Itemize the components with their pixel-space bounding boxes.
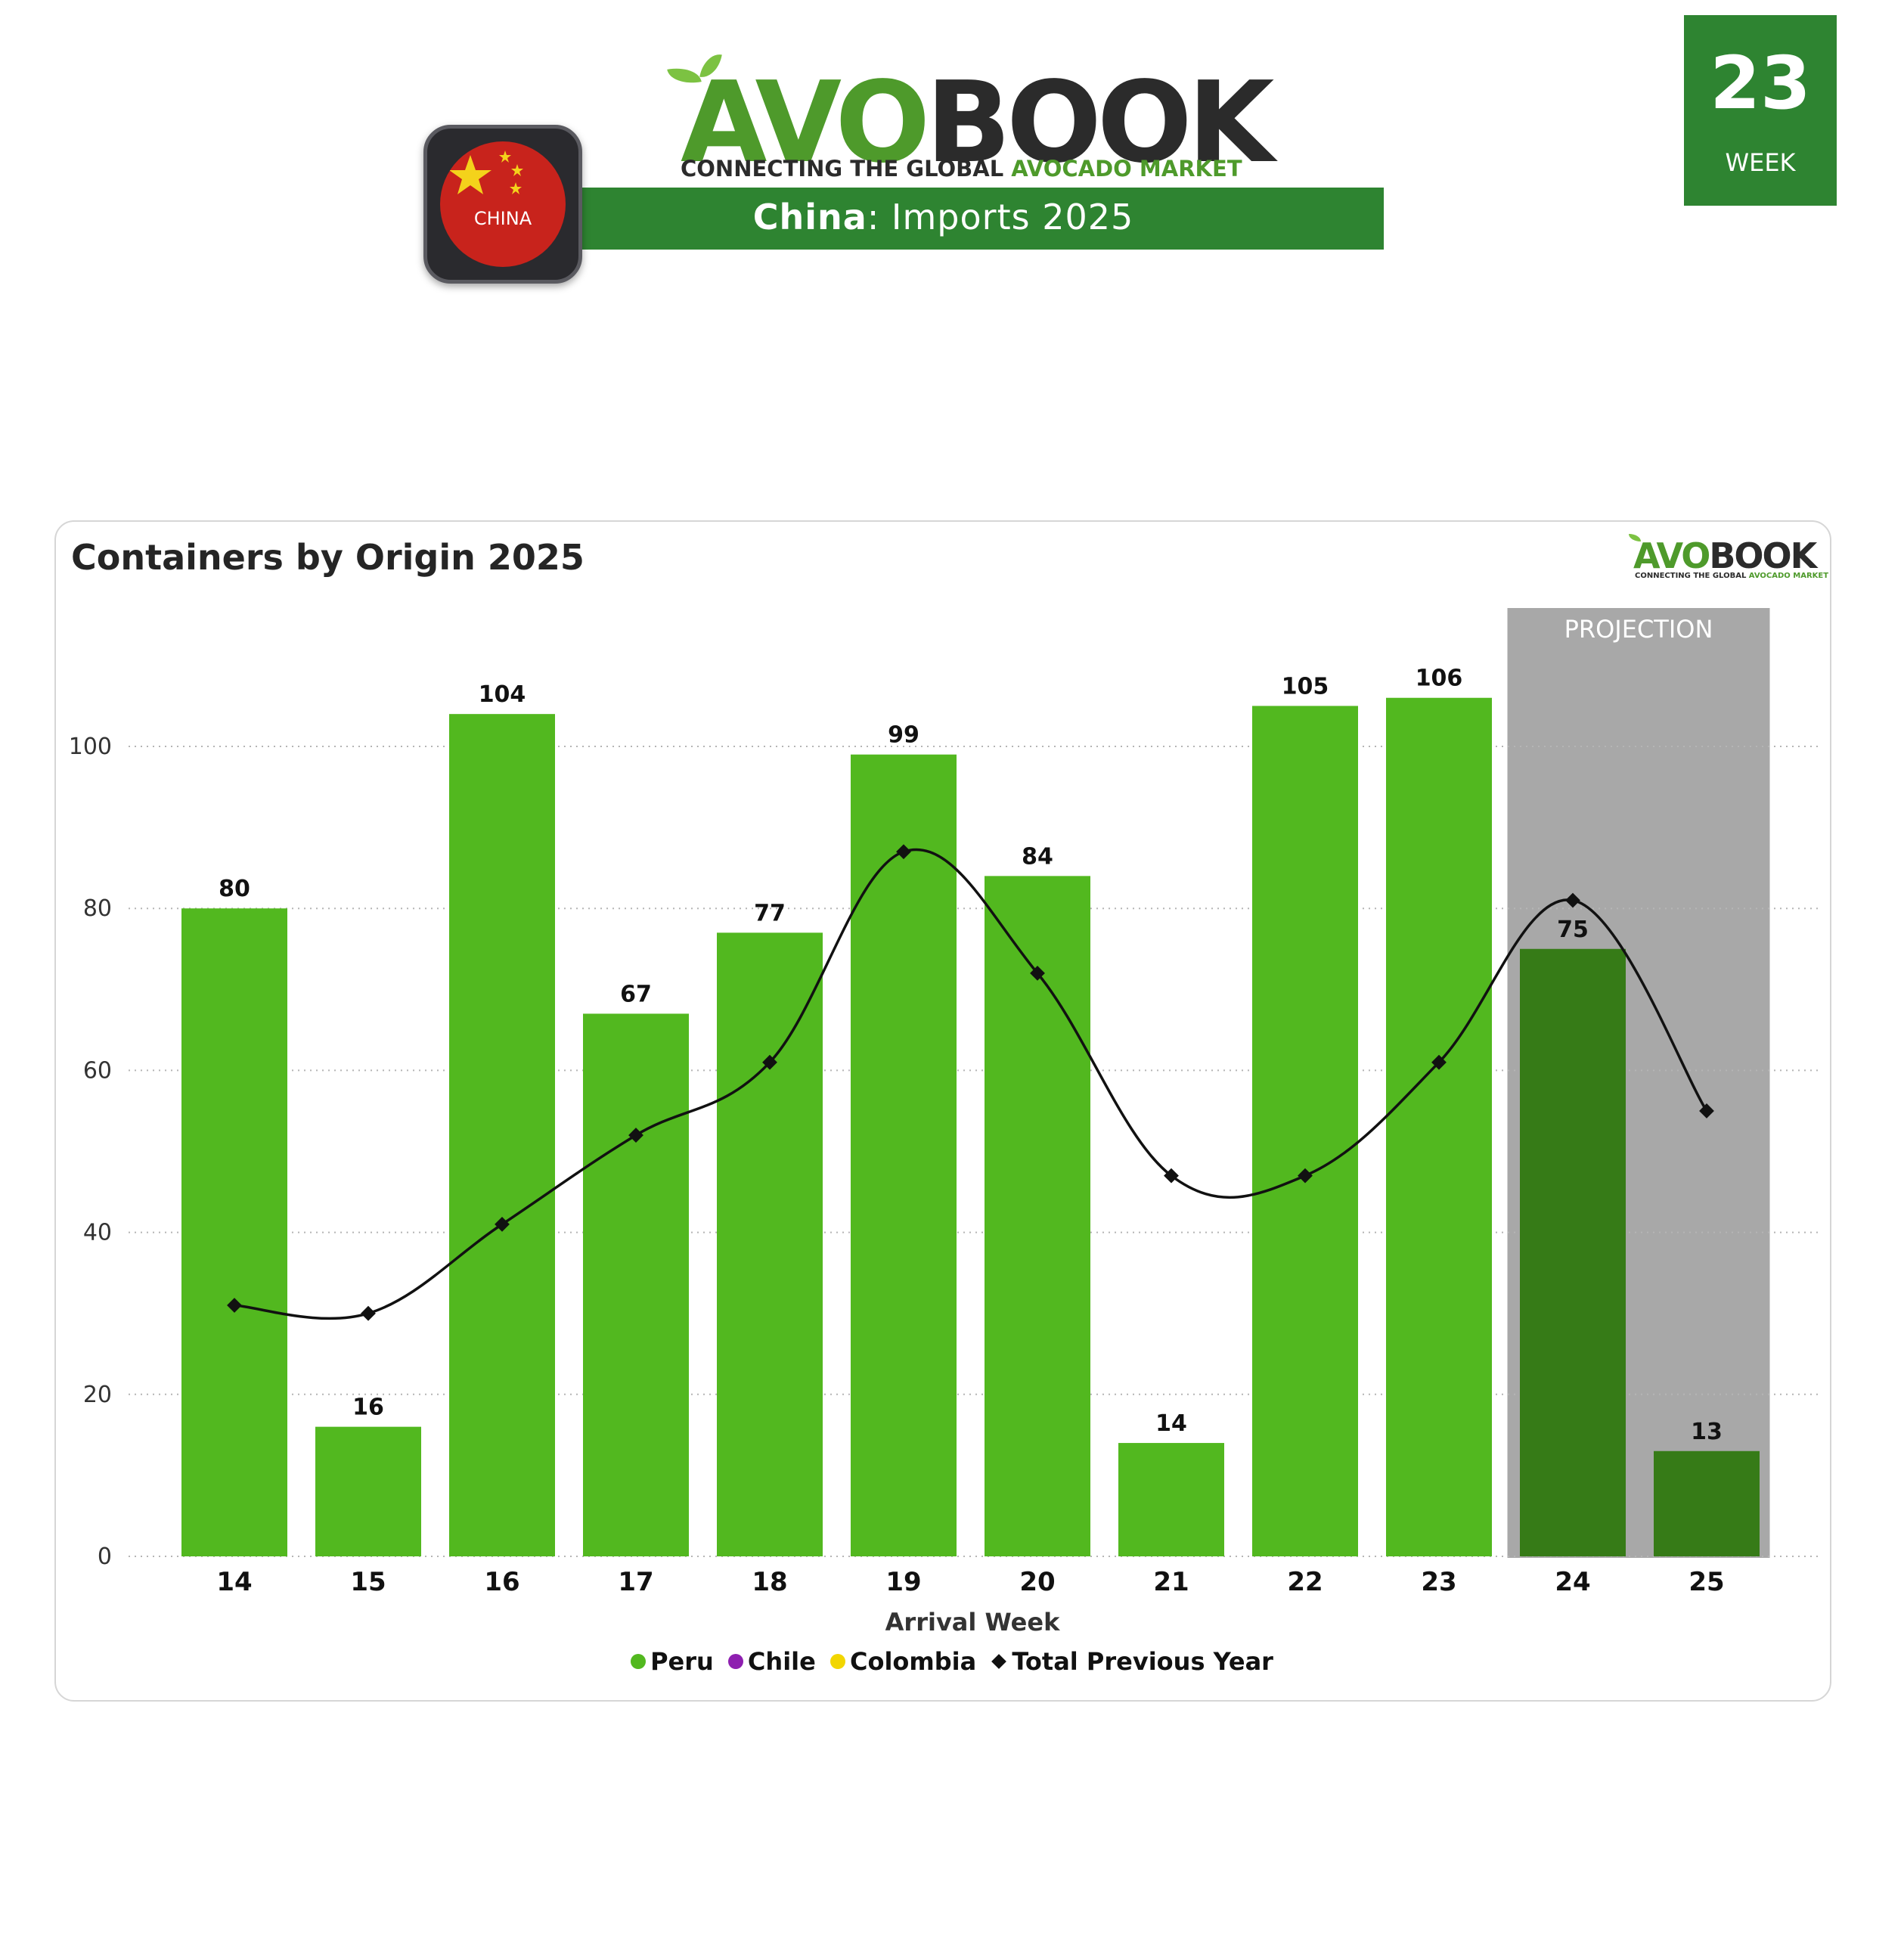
- line-marker: [628, 1128, 643, 1143]
- data-label: 105: [1282, 673, 1329, 700]
- line-marker: [1164, 1168, 1179, 1184]
- bar-peru: [181, 908, 287, 1556]
- data-label: 16: [352, 1395, 384, 1421]
- y-tick-label: 0: [98, 1544, 112, 1570]
- leaf-icon: [1629, 534, 1641, 541]
- y-tick-label: 20: [83, 1382, 112, 1408]
- data-label: 67: [620, 981, 652, 1007]
- data-label: 99: [888, 722, 919, 749]
- bar-peru: [985, 876, 1090, 1556]
- y-tick-label: 40: [83, 1220, 112, 1246]
- legend-swatch: [727, 1654, 743, 1669]
- x-tick-label: 20: [1019, 1567, 1055, 1597]
- x-tick-label: 24: [1555, 1567, 1590, 1597]
- bar-peru: [1654, 1450, 1760, 1556]
- logo-tagline: CONNECTING THE GLOBAL AVOCADO MARKET: [681, 156, 1242, 182]
- x-tick-label: 19: [885, 1567, 921, 1597]
- x-tick-label: 22: [1287, 1567, 1323, 1597]
- x-tick-label: 14: [216, 1567, 252, 1597]
- logo-wordmark: AVOBOOK: [681, 57, 1274, 188]
- bar-peru: [851, 754, 957, 1557]
- avobook-logo: AVOBOOK CONNECTING THE GLOBAL AVOCADO MA…: [658, 45, 1274, 189]
- bar-peru: [1252, 706, 1358, 1557]
- title-banner: China: Imports 2025: [503, 188, 1384, 250]
- line-marker: [1699, 1103, 1714, 1118]
- bar-peru: [315, 1426, 421, 1556]
- bar-peru: [717, 932, 823, 1556]
- x-axis-label: Arrival Week: [885, 1608, 1060, 1637]
- country-flag-badge: CHINA: [423, 125, 582, 284]
- data-label: 77: [754, 900, 786, 926]
- x-tick-label: 21: [1153, 1567, 1189, 1597]
- data-label: 106: [1416, 666, 1463, 692]
- bar-peru: [1520, 948, 1626, 1556]
- line-marker: [1030, 965, 1045, 981]
- line-marker: [762, 1054, 777, 1070]
- legend-item-peru[interactable]: Peru: [631, 1647, 714, 1676]
- legend-item-total-previous-year[interactable]: Total Previous Year: [991, 1647, 1273, 1676]
- x-tick-label: 18: [752, 1567, 787, 1597]
- y-tick-label: 80: [83, 895, 112, 922]
- legend-swatch: [991, 1654, 1007, 1669]
- line-marker: [495, 1216, 510, 1232]
- legend-item-chile[interactable]: Chile: [727, 1647, 816, 1676]
- line-marker: [1431, 1054, 1447, 1070]
- data-label: 104: [479, 681, 526, 708]
- chart-title: Containers by Origin 2025: [71, 537, 585, 578]
- y-tick-label: 60: [83, 1057, 112, 1084]
- data-label: 75: [1557, 917, 1589, 943]
- line-marker: [1298, 1168, 1313, 1184]
- mini-logo-wordmark: AVOBOOK: [1633, 535, 1817, 576]
- legend-swatch: [830, 1654, 845, 1669]
- page-title: China: Imports 2025: [752, 197, 1134, 237]
- chart-avobook-logo: AVOBOOK CONNECTING THE GLOBAL AVOCADO MA…: [1627, 534, 1828, 584]
- data-label: 14: [1155, 1410, 1187, 1437]
- x-tick-label: 16: [484, 1567, 519, 1597]
- x-tick-label: 15: [350, 1567, 386, 1597]
- legend-swatch: [631, 1654, 647, 1669]
- flag-country-label: CHINA: [473, 208, 532, 229]
- line-marker: [227, 1298, 242, 1313]
- x-tick-label: 17: [618, 1567, 653, 1597]
- legend-item-colombia[interactable]: Colombia: [830, 1647, 976, 1676]
- chart-legend: Peru Chile Colombia Total Previous Year: [0, 1647, 1904, 1676]
- line-marker: [1565, 892, 1580, 908]
- mini-logo-tagline: CONNECTING THE GLOBAL AVOCADO MARKET: [1635, 572, 1829, 580]
- y-tick-label: 100: [69, 734, 112, 760]
- week-number: 23: [1710, 41, 1811, 126]
- week-label: WEEK: [1725, 148, 1796, 177]
- china-flag-icon: CHINA: [440, 141, 566, 267]
- x-tick-label: 25: [1688, 1567, 1724, 1597]
- bar-peru: [583, 1013, 689, 1556]
- bar-peru: [1118, 1443, 1224, 1556]
- data-label: 13: [1691, 1419, 1723, 1445]
- x-tick-label: 23: [1421, 1567, 1456, 1597]
- bar-peru: [1386, 697, 1492, 1556]
- bar-peru: [449, 714, 555, 1557]
- line-marker: [361, 1305, 376, 1321]
- week-badge: 23 WEEK: [1684, 15, 1837, 206]
- line-marker: [896, 844, 911, 860]
- data-label: 80: [219, 876, 250, 902]
- projection-label: PROJECTION: [1564, 615, 1713, 644]
- data-label: 84: [1022, 843, 1053, 870]
